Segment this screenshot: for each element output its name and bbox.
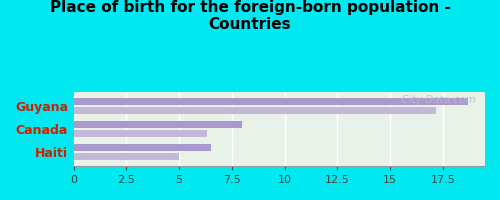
Text: Place of birth for the foreign-born population -
Countries: Place of birth for the foreign-born popu… bbox=[50, 0, 450, 32]
Bar bbox=[74, 153, 179, 160]
Bar bbox=[74, 107, 436, 114]
Text: City-Data.com: City-Data.com bbox=[394, 95, 475, 105]
Bar bbox=[74, 130, 206, 137]
Bar bbox=[74, 144, 211, 151]
Bar bbox=[74, 121, 242, 128]
Bar bbox=[74, 98, 468, 105]
